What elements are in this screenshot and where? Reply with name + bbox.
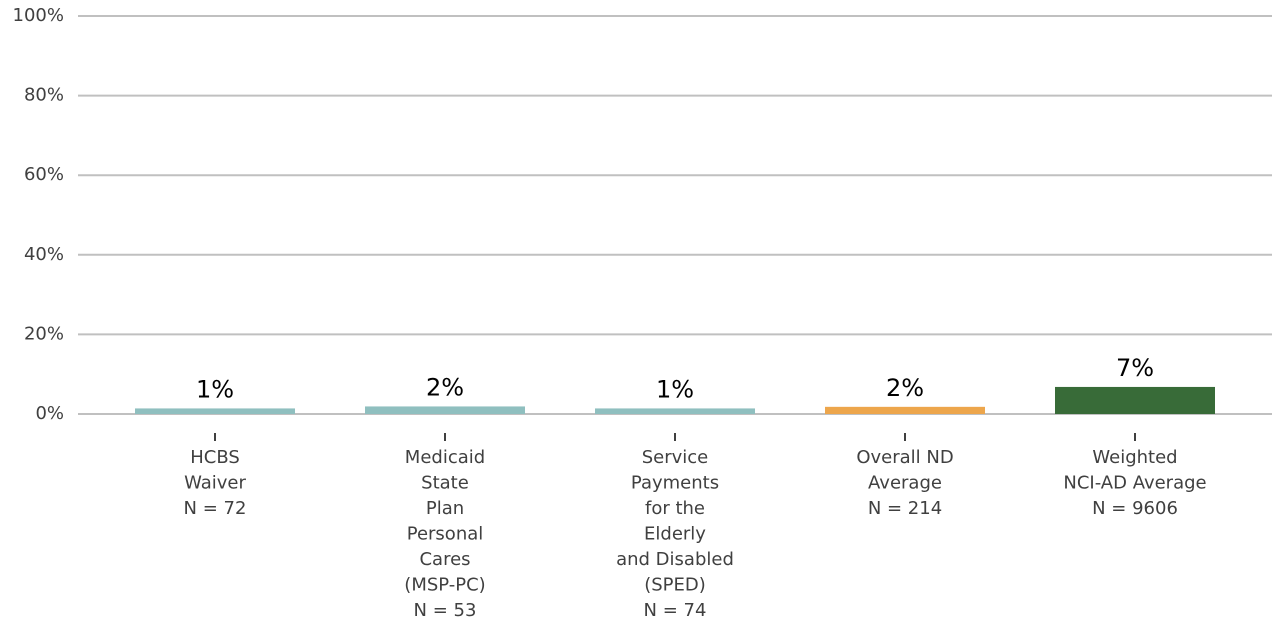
x-tick-label: N = 9606: [1092, 498, 1178, 519]
y-tick-label: 100%: [13, 5, 64, 26]
x-tick-label: and Disabled: [616, 549, 734, 570]
x-tick-label: N = 214: [868, 498, 942, 519]
x-tick-label: Plan: [426, 498, 464, 519]
y-tick-label: 20%: [24, 323, 64, 344]
x-tick-label: Elderly: [644, 524, 706, 545]
x-tick-label: (SPED): [644, 575, 706, 596]
value-label: 1%: [656, 375, 694, 403]
bar: [595, 408, 755, 414]
value-label: 7%: [1116, 354, 1154, 382]
y-tick-label: 40%: [24, 244, 64, 265]
x-tick-label: N = 53: [414, 600, 477, 621]
x-tick-label: Cares: [419, 549, 470, 570]
x-tick-label: N = 72: [184, 498, 247, 519]
y-tick-label: 0%: [35, 403, 64, 424]
y-tick-label: 80%: [24, 85, 64, 106]
y-tick-label: 60%: [24, 164, 64, 185]
x-tick-label: Overall ND: [856, 447, 953, 468]
x-tick-label: NCI-AD Average: [1063, 473, 1206, 494]
bar: [135, 408, 295, 414]
x-tick-label: Weighted: [1092, 447, 1177, 468]
x-tick-label: Personal: [407, 524, 484, 545]
x-tick-label: Average: [868, 473, 942, 494]
bar: [1055, 386, 1215, 414]
x-tick-label: N = 74: [644, 600, 707, 621]
bar: [825, 406, 985, 414]
x-tick-label: for the: [645, 498, 705, 519]
value-label: 2%: [426, 373, 464, 401]
x-tick-label: State: [421, 473, 469, 494]
value-label: 1%: [196, 375, 234, 403]
x-tick-label: Medicaid: [405, 447, 485, 468]
x-tick-label: HCBS: [190, 447, 240, 468]
value-label: 2%: [886, 374, 924, 402]
x-tick-label: Waiver: [184, 473, 246, 494]
x-tick-label: Service: [642, 447, 709, 468]
x-tick-label: (MSP-PC): [404, 575, 485, 596]
bar: [365, 406, 525, 414]
x-tick-label: Payments: [631, 473, 719, 494]
